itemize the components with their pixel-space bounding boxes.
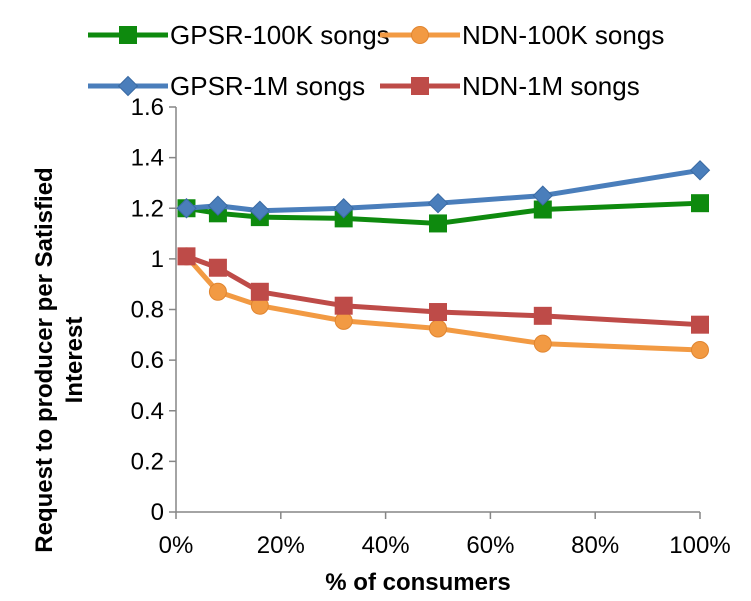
data-point [691,315,709,334]
x-axis-title: % of consumers [325,569,510,596]
y-tick-label: 0.8 [131,297,164,324]
legend: GPSR-100K songs NDN-100K songs GPSR-1M son… [88,20,664,101]
chart-axes: 0 0.2 0.4 0.6 0.8 1 1.2 1.4 1.6 0% 20% 40% 60% 80% 100… [131,94,731,559]
y-axis-title-line: Interest [61,317,88,404]
y-tick-label: 0.6 [131,347,164,374]
data-point [177,247,196,266]
data-point [333,198,354,219]
y-tick-label: 0 [151,499,164,526]
data-point [533,306,552,325]
data-point [208,282,227,301]
legend-item: NDN-1M songs [380,71,640,101]
data-point [429,319,447,338]
x-tick-label: 100% [669,532,730,559]
legend-marker [117,75,139,97]
data-point [532,185,554,206]
legend-label: NDN-1M songs [462,71,640,101]
x-tick-label: 0% [159,532,194,559]
x-tick-label: 20% [257,532,305,559]
legend-label: NDN-100K songs [462,20,664,50]
x-tick-label: 80% [571,532,619,559]
y-tick-label: 0.2 [131,448,164,475]
legend-item: NDN-100K songs [380,20,664,50]
y-tick-label: 0.4 [131,398,164,425]
legend-label: GPSR-100K songs [170,20,390,50]
legend-item: GPSR-1M songs [88,71,365,101]
legend-item: GPSR-100K songs [88,20,390,50]
data-point [208,258,227,277]
data-point [250,282,269,301]
data-point [429,214,447,233]
data-point [249,200,271,221]
data-point [689,160,711,181]
legend-marker [411,77,429,95]
legend-label: GPSR-1M songs [170,71,365,101]
y-tick-label: 1 [151,246,164,273]
series-2 [176,160,711,221]
chart-series [176,160,711,359]
y-axis-title-line: Request to producer per Satisfied [31,167,58,552]
data-point [334,311,353,330]
data-point [207,195,229,216]
legend-marker [411,26,429,44]
y-tick-label: 1.6 [131,94,164,121]
y-tick-label: 1.4 [131,145,164,172]
y-axis-title: Request to producer per Satisfied Interes… [31,167,88,552]
data-point [691,194,709,213]
data-point [691,341,709,359]
legend-marker [119,26,137,44]
data-point [427,192,449,214]
data-point [176,198,197,219]
data-point [533,334,552,353]
data-point [334,296,353,315]
y-tick-label: 1.2 [131,195,164,222]
series-3 [177,247,709,334]
x-tick-label: 40% [362,532,410,559]
data-point [429,303,447,322]
x-tick-label: 60% [466,532,514,559]
